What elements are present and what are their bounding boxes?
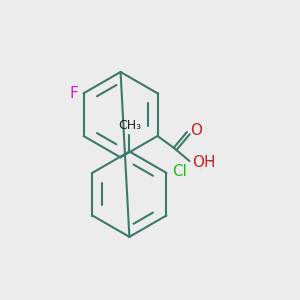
Text: F: F: [70, 86, 78, 101]
Text: CH₃: CH₃: [118, 119, 141, 132]
Text: ·: ·: [209, 157, 212, 167]
Text: O: O: [190, 123, 202, 138]
Text: OH: OH: [192, 155, 215, 170]
Text: Cl: Cl: [172, 164, 187, 179]
